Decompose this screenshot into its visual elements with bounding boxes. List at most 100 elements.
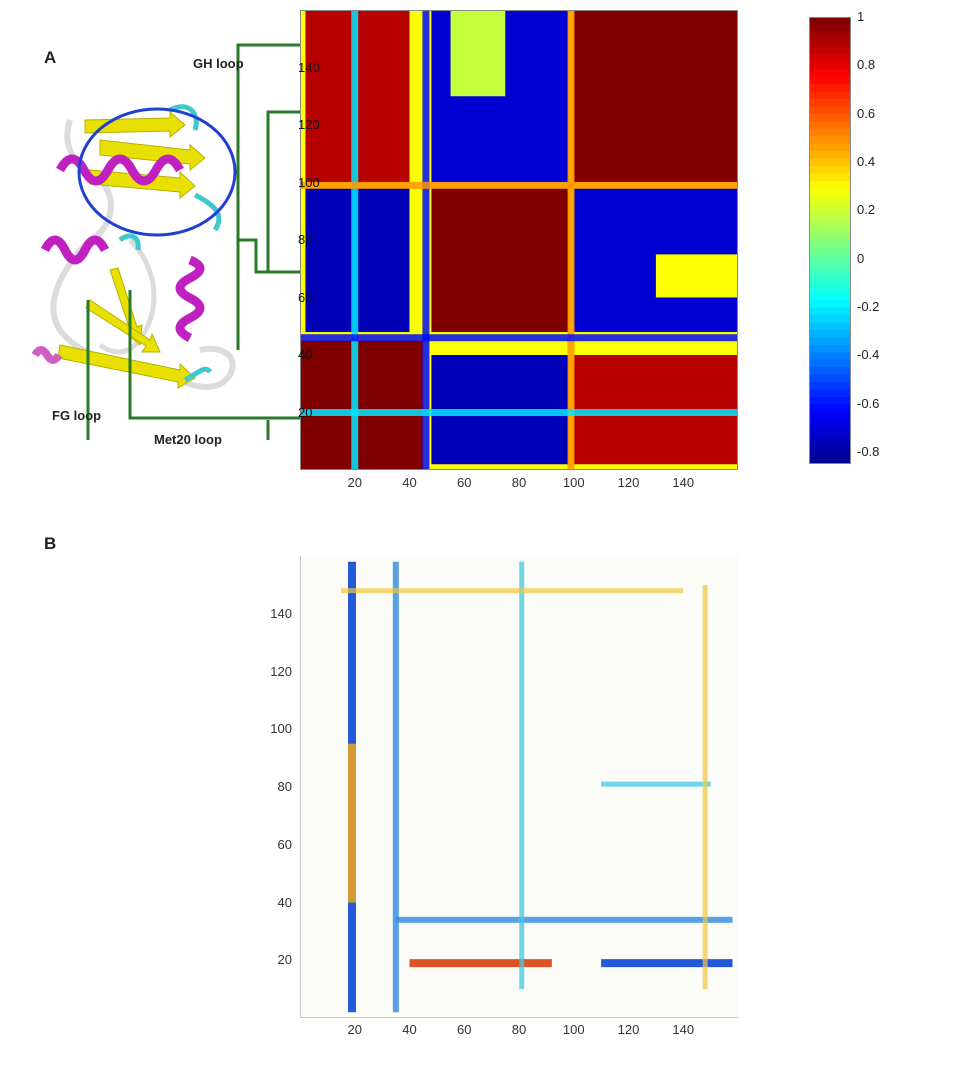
heatmap-a-block bbox=[573, 10, 738, 183]
protein-structure-illustration bbox=[31, 43, 300, 440]
colorbar-segment bbox=[809, 128, 851, 138]
colorbar-segment bbox=[809, 76, 851, 86]
heatmap-b-ytick: 60 bbox=[277, 836, 292, 852]
turn-segment bbox=[118, 233, 141, 251]
colorbar-segment bbox=[809, 374, 851, 384]
heatmap-b-feature bbox=[341, 588, 684, 594]
colorbar-segment bbox=[809, 240, 851, 249]
fg-loop-label: FG loop bbox=[52, 408, 102, 423]
colorbar-segment bbox=[809, 404, 851, 413]
colorbar-segment bbox=[809, 352, 851, 361]
colorbar-segment bbox=[809, 151, 851, 160]
colorbar-segment bbox=[809, 17, 851, 26]
heatmap-b-feature bbox=[601, 959, 733, 968]
heatmap-a-ytick: 80 bbox=[298, 232, 313, 247]
heatmap-b-ytick: 100 bbox=[270, 721, 292, 737]
colorbar-segment bbox=[809, 31, 851, 41]
colorbar-segment bbox=[809, 69, 851, 78]
heatmap-b-ytick: 140 bbox=[270, 605, 292, 621]
colorbar-tick-label: 1 bbox=[857, 9, 865, 24]
colorbar-segment bbox=[809, 247, 851, 257]
colorbar-segment bbox=[809, 367, 851, 376]
heatmap-b-feature bbox=[392, 561, 399, 1013]
colorbar-segment bbox=[809, 54, 851, 63]
colorbar-segment bbox=[809, 91, 851, 100]
colorbar-segment bbox=[809, 143, 851, 153]
heatmap-a-ytick: 140 bbox=[298, 59, 320, 75]
heatmap-a-xtick: 60 bbox=[457, 475, 472, 490]
colorbar-tick-label: 0.4 bbox=[857, 153, 876, 169]
colorbar-tick-label: -0.6 bbox=[857, 395, 880, 411]
heatmap-b-ytick: 80 bbox=[277, 779, 292, 794]
colorbar-segment bbox=[809, 434, 851, 443]
colorbar-segment bbox=[809, 359, 851, 369]
colorbar-segment bbox=[809, 98, 851, 108]
heatmap-b-feature bbox=[519, 561, 525, 990]
heatmap-a-line bbox=[422, 10, 430, 470]
colorbar-tick-label: 0 bbox=[857, 250, 865, 266]
colorbar-segment bbox=[809, 61, 851, 71]
beta-sheet bbox=[85, 299, 161, 353]
heatmap-a-line bbox=[300, 409, 738, 416]
colorbar-tick-label: -0.2 bbox=[857, 298, 880, 314]
turn-segment bbox=[193, 192, 222, 232]
highlight-ellipse bbox=[77, 107, 237, 237]
loop-connector-lines bbox=[86, 43, 300, 440]
colorbar-segment bbox=[809, 225, 851, 235]
heatmap-a-line bbox=[351, 10, 359, 470]
colorbar-segment bbox=[809, 166, 851, 175]
colorbar-segment bbox=[809, 158, 851, 167]
heatmap-a-ytick: 60 bbox=[298, 289, 313, 305]
heatmap-a-xtick: 140 bbox=[672, 475, 695, 490]
colorbar-segment bbox=[809, 441, 851, 451]
colorbar-segment bbox=[809, 307, 851, 316]
heatmap-b-feature bbox=[601, 781, 711, 787]
heatmap-b bbox=[300, 556, 738, 1018]
colorbar-segment bbox=[809, 315, 851, 324]
alpha-helix bbox=[40, 235, 110, 265]
colorbar-segment bbox=[809, 262, 851, 272]
alpha-helix bbox=[31, 346, 63, 364]
colorbar-segment bbox=[809, 233, 851, 242]
heatmap-b-xtick: 20 bbox=[347, 1022, 362, 1037]
heatmap-b-xtick: 80 bbox=[511, 1022, 527, 1037]
heatmap-a-block bbox=[450, 10, 506, 97]
heatmap-a-ytick: 120 bbox=[298, 117, 320, 132]
heatmap-a-block bbox=[300, 340, 424, 470]
beta-sheet bbox=[57, 344, 196, 389]
heatmap-a-block bbox=[431, 188, 569, 332]
colorbar-segment bbox=[809, 136, 851, 145]
colorbar-segment bbox=[809, 46, 851, 56]
heatmap-b-feature bbox=[702, 584, 708, 990]
heatmap-a-ytick: 20 bbox=[298, 404, 313, 420]
colorbar-segment bbox=[809, 24, 851, 33]
colorbar-frame bbox=[809, 17, 851, 464]
colorbar-segment bbox=[809, 195, 851, 205]
heatmap-a-xtick: 20 bbox=[347, 475, 362, 490]
colorbar-segment bbox=[809, 121, 851, 130]
colorbar-tick-label: 0.8 bbox=[857, 57, 876, 73]
colorbar-segment bbox=[809, 218, 851, 227]
heatmap-b-xtick: 40 bbox=[402, 1022, 417, 1037]
heatmap-a-ytick: 100 bbox=[298, 174, 320, 190]
heatmap-a-frame bbox=[300, 10, 738, 470]
panel-b-label: B bbox=[44, 534, 57, 553]
heatmap-a-xtick: 40 bbox=[402, 475, 417, 490]
colorbar-segment bbox=[809, 255, 851, 264]
panel-a-label: A bbox=[44, 48, 57, 67]
heatmap-b-feature bbox=[348, 743, 357, 903]
colorbar-segment bbox=[809, 173, 851, 182]
heatmap-b-xtick: 120 bbox=[617, 1022, 640, 1037]
colorbar-segment bbox=[809, 396, 851, 406]
alpha-helix bbox=[175, 255, 205, 343]
colorbar-segment bbox=[809, 113, 851, 123]
heatmap-a-xtick: 100 bbox=[562, 475, 585, 490]
colorbar-segment bbox=[809, 449, 851, 458]
colorbar-segment bbox=[809, 84, 851, 93]
colorbar-segment bbox=[809, 188, 851, 197]
colorbar-segment bbox=[809, 382, 851, 391]
heatmap-b-background bbox=[300, 556, 738, 1018]
heatmap-b-xtick: 140 bbox=[672, 1022, 695, 1037]
heatmap-b-feature bbox=[409, 959, 552, 968]
colorbar-segment bbox=[809, 270, 851, 279]
